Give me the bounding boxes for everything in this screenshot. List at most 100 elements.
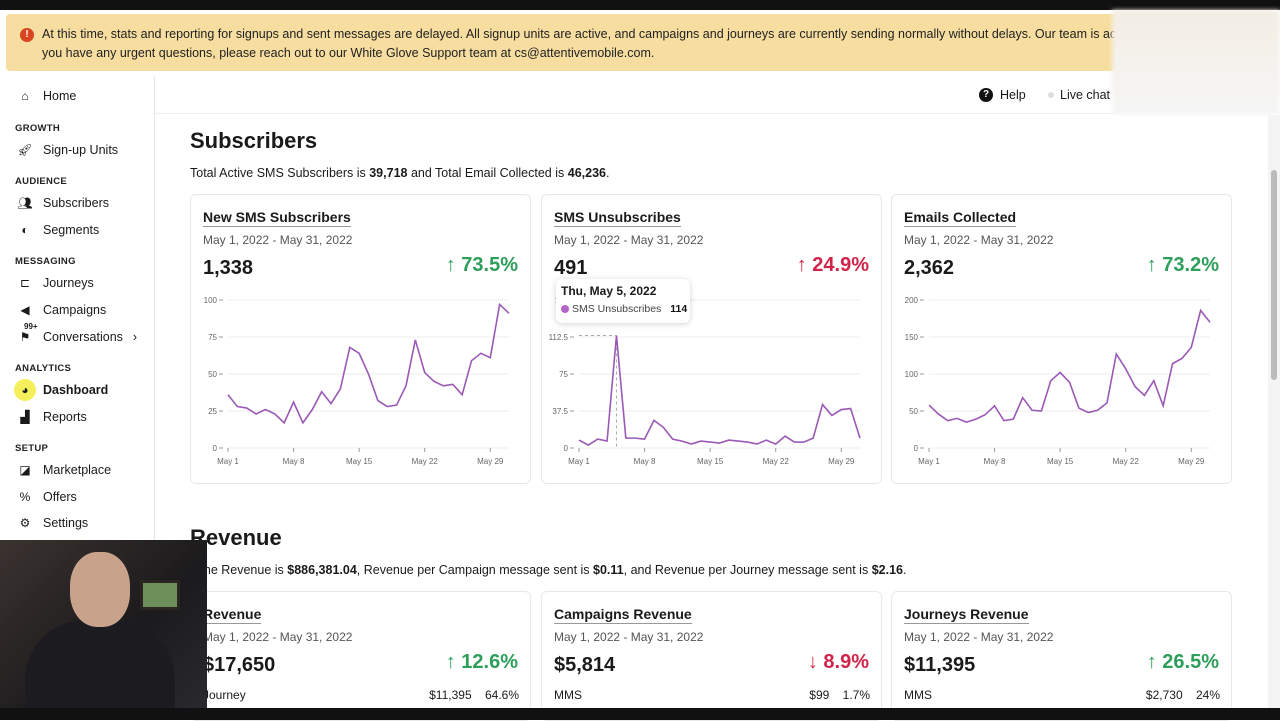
subscribers-summary: Total Active SMS Subscribers is 39,718 a… (190, 166, 609, 180)
metric-card: Emails Collected May 1, 2022 - May 31, 2… (891, 194, 1232, 484)
section-analytics: ANALYTICS (15, 363, 71, 374)
metric-value: 2,362 (904, 257, 954, 280)
blurred-account-area (1112, 10, 1280, 115)
help-button[interactable]: ?Help (979, 88, 1026, 102)
webcam-overlay (0, 540, 207, 710)
breakdown-pct: 24% (1196, 688, 1220, 702)
arrow-down-icon: ↓ (808, 651, 818, 673)
card-title[interactable]: Campaigns Revenue (554, 606, 692, 624)
series-line[interactable] (579, 336, 860, 446)
tooltip-value: 114 (670, 303, 687, 315)
megaphone-icon: ◀ (18, 303, 32, 317)
video-bottom-bar (0, 708, 1280, 720)
y-tick-label: 25 (208, 407, 217, 416)
live-chat-button[interactable]: Live chat (1048, 88, 1110, 102)
breakdown-value: $11,395 (429, 688, 472, 702)
label: Settings (43, 516, 88, 530)
live-chat-label: Live chat (1060, 88, 1110, 102)
revenue-per-campaign: $0.11 (593, 563, 624, 577)
text: . (903, 563, 906, 577)
date-range: May 1, 2022 - May 31, 2022 (554, 630, 703, 644)
rocket-icon: 🚀︎ (18, 143, 32, 157)
x-tick-label: May 15 (1047, 457, 1074, 466)
x-tick-label: May 8 (634, 457, 656, 466)
x-tick-label: May 1 (217, 457, 239, 466)
x-tick-label: May 29 (828, 457, 855, 466)
chevron-right-icon: › (133, 330, 137, 344)
breakdown-pct: 64.6% (485, 688, 519, 702)
y-tick-label: 75 (559, 370, 568, 379)
percent-icon: % (18, 490, 32, 504)
status-dot-icon (1048, 92, 1054, 98)
sidebar-item-subscribers[interactable]: 👥︎Subscribers (18, 196, 109, 210)
metric-card: SMS Unsubscribes May 1, 2022 - May 31, 2… (541, 194, 882, 484)
tooltip-series: SMS Unsubscribes (572, 303, 661, 315)
metric-value: $17,650 (203, 654, 275, 677)
active-sms-count: 39,718 (369, 166, 407, 180)
sidebar-item-offers[interactable]: % Offers (18, 490, 77, 504)
y-tick-label: 0 (914, 444, 919, 453)
arrow-up-icon: ↑ (797, 254, 807, 276)
section-growth: GROWTH (15, 123, 60, 134)
y-tick-label: 150 (905, 333, 919, 342)
label: Journeys (43, 276, 94, 290)
series-line[interactable] (929, 310, 1210, 422)
journeys-icon: ⊏ (18, 276, 32, 290)
flag-icon: ⚑ (18, 330, 32, 344)
sidebar-item-reports[interactable]: ▟Reports (18, 410, 87, 424)
date-range: May 1, 2022 - May 31, 2022 (904, 233, 1053, 247)
scrollbar-thumb[interactable] (1271, 170, 1277, 380)
breakdown-row: MMS$99 1.7% (554, 688, 870, 702)
card-title[interactable]: New SMS Subscribers (203, 209, 351, 227)
y-tick-label: 0 (564, 444, 569, 453)
sidebar-item-settings[interactable]: ⚙Settings (18, 516, 88, 530)
y-tick-label: 112.5 (549, 333, 569, 342)
sidebar-item-marketplace[interactable]: ◪Marketplace (18, 463, 111, 477)
card-title[interactable]: Journeys Revenue (904, 606, 1029, 624)
y-tick-label: 50 (208, 370, 217, 379)
sidebar-item-home[interactable]: ⌂Home (18, 89, 76, 103)
x-tick-label: May 1 (918, 457, 940, 466)
x-tick-label: May 29 (477, 457, 504, 466)
sidebar-item-journeys[interactable]: ⊏ Journeys (18, 276, 94, 290)
card-title[interactable]: Revenue (203, 606, 261, 624)
card-title[interactable]: Emails Collected (904, 209, 1016, 227)
breakdown-pct: 1.7% (843, 688, 870, 702)
sidebar-item-signup-units[interactable]: 🚀︎Sign-up Units (18, 143, 118, 157)
change-percent: ↑ 73.5% (446, 254, 518, 277)
series-line[interactable] (228, 304, 509, 422)
x-tick-label: May 22 (1113, 457, 1140, 466)
y-tick-label: 75 (208, 333, 217, 342)
x-tick-label: May 8 (984, 457, 1006, 466)
banner-text-1: At this time, stats and reporting for si… (42, 25, 1274, 44)
label: Marketplace (43, 463, 111, 477)
segments-icon: ◐ (18, 223, 32, 237)
total-email-count: 46,236 (568, 166, 606, 180)
date-range: May 1, 2022 - May 31, 2022 (203, 630, 352, 644)
breakdown-value: $2,730 (1146, 688, 1183, 702)
sidebar-item-conversations[interactable]: 99+⚑Conversations› (18, 330, 137, 344)
metric-card: New SMS Subscribers May 1, 2022 - May 31… (190, 194, 531, 484)
change-percent: ↑ 26.5% (1147, 651, 1219, 674)
revenue-summary: -time Revenue is $886,381.04, Revenue pe… (190, 563, 906, 577)
arrow-up-icon: ↑ (446, 254, 456, 276)
breakdown-label: MMS (904, 688, 932, 702)
date-range: May 1, 2022 - May 31, 2022 (203, 233, 352, 247)
date-range: May 1, 2022 - May 31, 2022 (554, 233, 703, 247)
label: Offers (43, 490, 77, 504)
change-percent: ↑ 12.6% (446, 651, 518, 674)
date-range: May 1, 2022 - May 31, 2022 (904, 630, 1053, 644)
sidebar-item-campaigns[interactable]: ◀Campaigns (18, 303, 106, 317)
change-value: 8.9% (823, 651, 869, 673)
unread-badge: 99+ (24, 322, 38, 331)
x-tick-label: May 15 (346, 457, 373, 466)
sidebar-item-dashboard[interactable]: ◕Dashboard (18, 379, 108, 401)
help-label: Help (1000, 88, 1026, 102)
breakdown-label: Journey (203, 688, 246, 702)
section-audience: AUDIENCE (15, 176, 67, 187)
scrollbar[interactable] (1268, 115, 1280, 708)
card-title[interactable]: SMS Unsubscribes (554, 209, 681, 227)
sidebar-item-segments[interactable]: ◐Segments (18, 223, 99, 237)
